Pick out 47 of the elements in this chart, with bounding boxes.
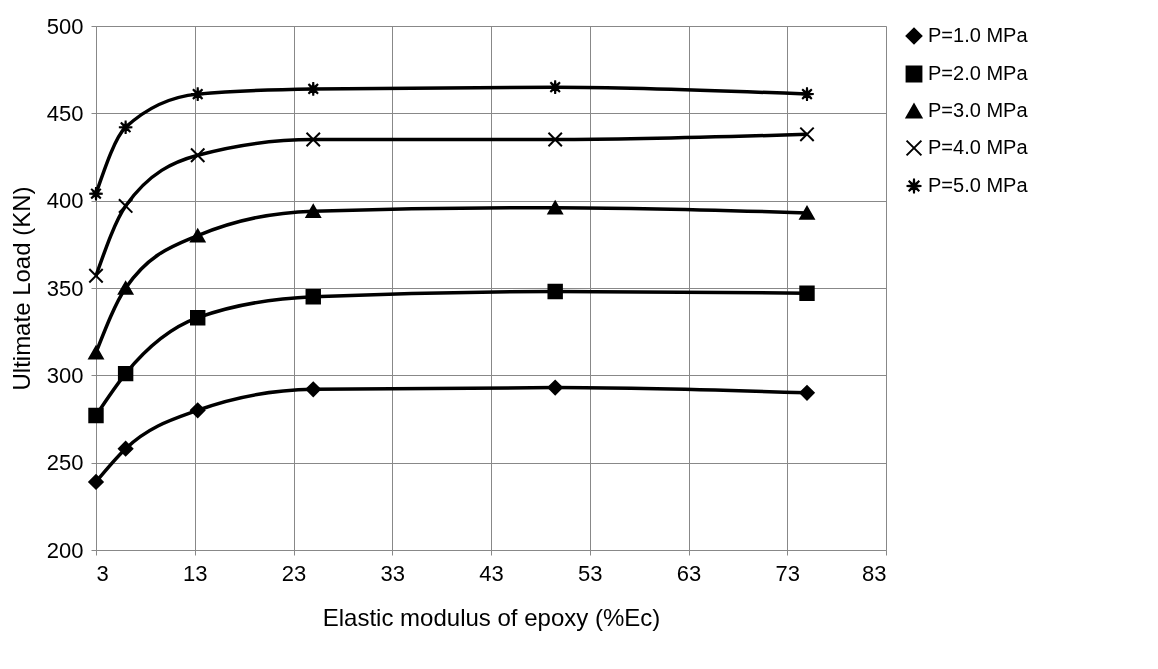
point <box>305 204 321 218</box>
point <box>547 200 563 215</box>
x-tick-label: 43 <box>479 560 504 586</box>
y-axis-title: Ultimate Load (KN) <box>7 186 35 391</box>
point <box>117 198 134 214</box>
point <box>88 345 104 360</box>
legend-label: P=1.0 MPa <box>928 24 1029 46</box>
legend-label: P=4.0 MPa <box>928 136 1029 158</box>
point <box>799 206 815 220</box>
y-tick-label: 450 <box>46 100 84 126</box>
point <box>117 440 134 457</box>
point <box>88 407 104 424</box>
point <box>117 281 134 295</box>
x-tick-label: 83 <box>862 560 887 586</box>
x-tick-label: 33 <box>380 560 405 586</box>
y-tick-label: 200 <box>46 537 84 563</box>
x-tick-label: 23 <box>281 560 307 586</box>
point <box>547 283 563 300</box>
point <box>117 365 134 382</box>
legend-label: P=5.0 MPa <box>928 174 1029 196</box>
point <box>799 126 815 142</box>
x-tick-label: 73 <box>775 560 800 586</box>
legend-label: P=3.0 MPa <box>928 99 1029 121</box>
point <box>88 474 104 490</box>
y-tick-label: 300 <box>46 362 84 388</box>
x-tick-label: 53 <box>578 560 603 586</box>
x-tick-label: 3 <box>96 560 109 586</box>
point <box>547 379 563 396</box>
point <box>799 385 815 401</box>
point <box>88 268 104 284</box>
x-tick-label: 13 <box>183 560 208 586</box>
point <box>305 381 321 398</box>
legend-label: P=2.0 MPa <box>928 62 1029 84</box>
x-axis-title: Elastic modulus of epoxy (%Ec) <box>322 603 661 631</box>
point <box>190 147 206 163</box>
point <box>547 131 563 148</box>
point <box>799 285 815 301</box>
point <box>190 309 206 326</box>
y-tick-label: 350 <box>46 275 84 301</box>
y-tick-label: 400 <box>46 188 84 214</box>
point <box>305 289 321 305</box>
point <box>190 402 206 418</box>
y-tick-label: 500 <box>46 13 84 39</box>
x-tick-label: 63 <box>676 560 702 586</box>
point <box>305 131 321 148</box>
point <box>190 228 206 243</box>
y-tick-label: 250 <box>46 450 84 476</box>
